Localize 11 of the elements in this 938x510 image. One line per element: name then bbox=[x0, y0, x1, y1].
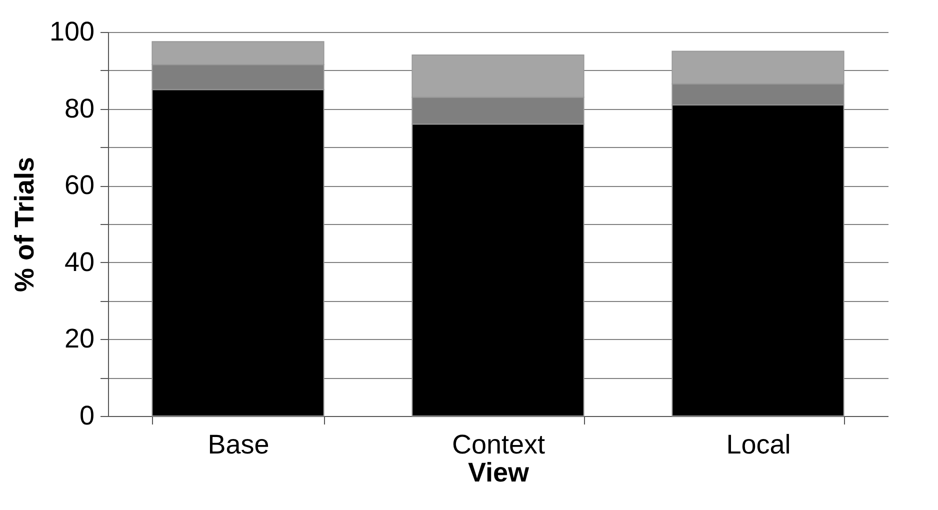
y-tick-label: 40 bbox=[64, 246, 94, 277]
y-tick-label: 100 bbox=[49, 16, 94, 46]
x-tick-label: Local bbox=[726, 430, 791, 460]
y-tick-label: 80 bbox=[64, 93, 94, 124]
y-tick-label: 0 bbox=[79, 400, 94, 430]
y-tick-label: 60 bbox=[64, 170, 94, 200]
x-tick-label: Base bbox=[208, 430, 270, 460]
x-tick-label: Context bbox=[452, 430, 546, 460]
x-axis-title: View bbox=[468, 458, 530, 488]
y-tick-label: 20 bbox=[64, 324, 94, 354]
y-axis-title: % of Trials bbox=[9, 156, 40, 292]
